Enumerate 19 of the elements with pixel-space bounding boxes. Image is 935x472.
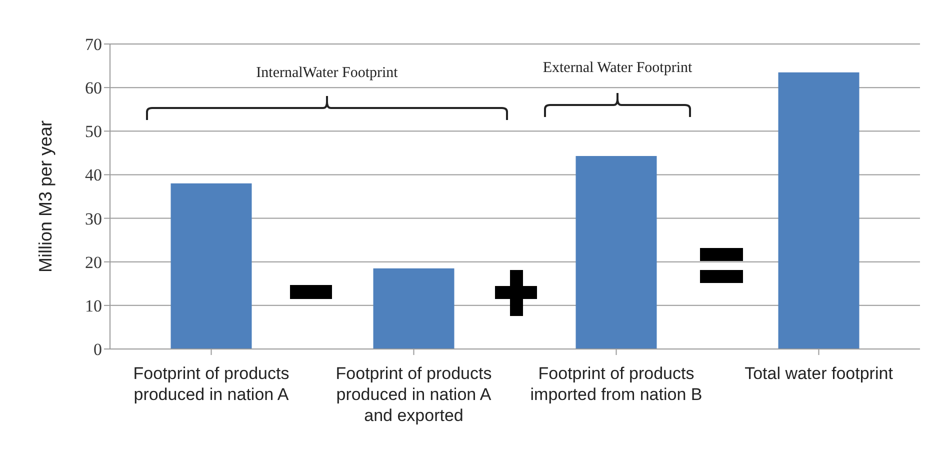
y-tick-label: 70 xyxy=(85,35,102,54)
x-tick-label: Footprint of products produced in nation A xyxy=(133,364,290,404)
bar xyxy=(576,156,657,349)
bar xyxy=(373,268,454,349)
x-tick-label: Footprint of products produced in nation A and exported xyxy=(336,364,492,425)
y-tick-label: 0 xyxy=(94,340,102,360)
annotation: InternalWater Footprint xyxy=(256,65,399,81)
x-tick-label: Total water footprint xyxy=(744,364,894,383)
y-tick-label: 60 xyxy=(85,78,102,98)
annotation: External Water Footprint xyxy=(542,60,693,76)
y-tick-label: 10 xyxy=(85,296,102,316)
y-tick-label: 50 xyxy=(85,122,102,142)
y-axis-title: Million M3 per year xyxy=(35,120,56,273)
x-tick-label: Footprint of products imported from nation B xyxy=(530,364,702,404)
y-tick-label: 40 xyxy=(85,166,102,185)
bar xyxy=(778,72,860,349)
bar xyxy=(170,183,252,349)
y-tick-label: 30 xyxy=(85,209,102,228)
y-tick-label: 20 xyxy=(85,252,102,272)
